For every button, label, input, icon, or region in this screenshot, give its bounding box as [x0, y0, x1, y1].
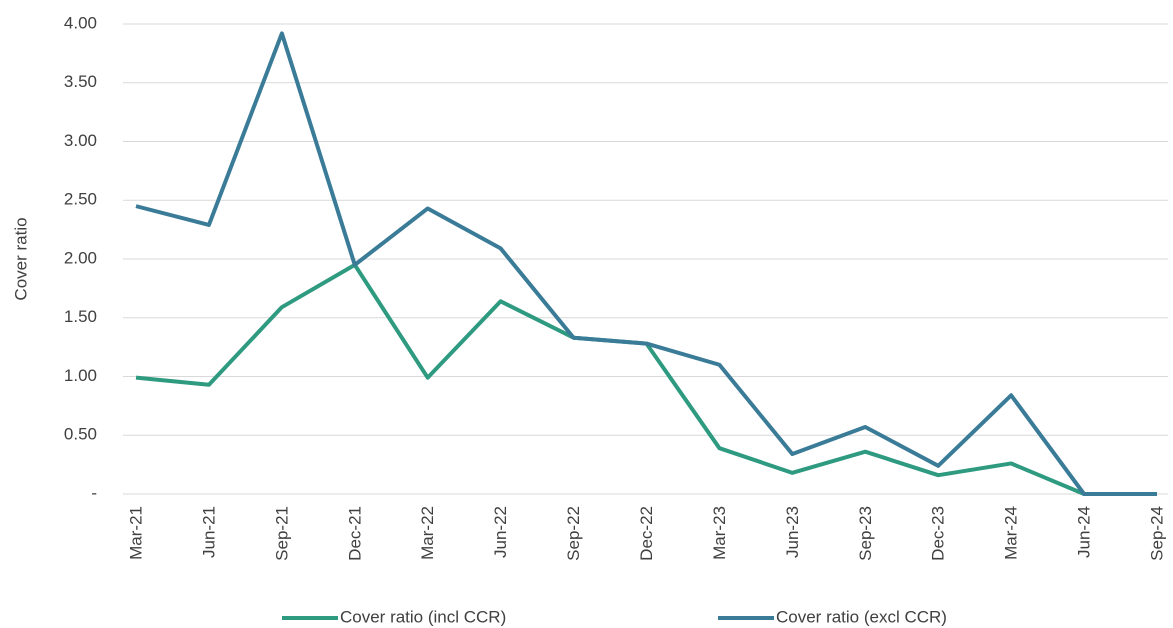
x-tick-label: Jun-22 — [491, 506, 510, 558]
x-tick-label: Sep-23 — [856, 506, 875, 561]
x-tick-label: Jun-23 — [783, 506, 802, 558]
x-tick-label: Dec-22 — [637, 506, 656, 561]
x-tick-label: Mar-21 — [126, 506, 145, 560]
y-tick-label: 1.50 — [64, 307, 97, 326]
y-tick-label: 2.00 — [64, 248, 97, 267]
line-series — [135, 31, 1157, 496]
x-tick-label: Jun-24 — [1075, 506, 1094, 558]
legend-label: Cover ratio (incl CCR) — [340, 607, 506, 626]
y-tick-label: 0.50 — [64, 425, 97, 444]
y-tick-label: 1.00 — [64, 366, 97, 385]
x-tick-label: Mar-23 — [710, 506, 729, 560]
y-tick-label: 2.50 — [64, 190, 97, 209]
x-tick-label: Dec-21 — [345, 506, 364, 561]
line-series — [135, 262, 1157, 496]
legend-label: Cover ratio (excl CCR) — [776, 607, 947, 626]
x-tick-label: Sep-22 — [564, 506, 583, 561]
y-axis-label: Cover ratio — [11, 217, 30, 300]
x-tick-label: Sep-24 — [1147, 506, 1166, 561]
y-tick-label: 4.00 — [64, 13, 97, 32]
x-tick-label: Mar-22 — [418, 506, 437, 560]
x-tick-label: Mar-24 — [1002, 506, 1021, 560]
x-tick-label: Jun-21 — [199, 506, 218, 558]
x-tick-label: Sep-21 — [272, 506, 291, 561]
y-tick-label: 3.00 — [64, 131, 97, 150]
y-tick-label: - — [91, 483, 97, 502]
y-tick-label: 3.50 — [64, 72, 97, 91]
x-tick-label: Dec-23 — [929, 506, 948, 561]
